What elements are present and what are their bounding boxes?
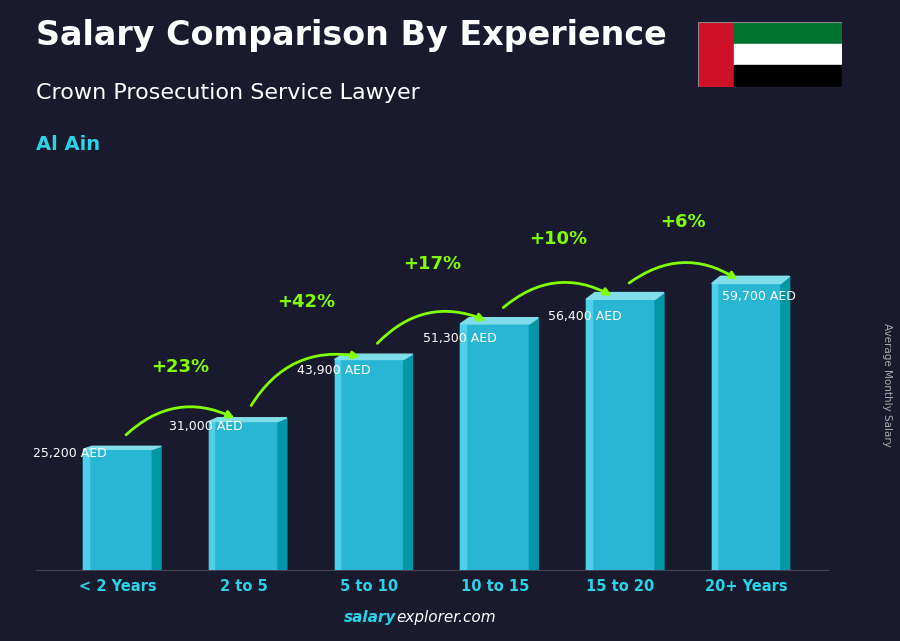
Bar — [335, 360, 340, 570]
FancyArrowPatch shape — [377, 312, 483, 344]
Text: 25,200 AED: 25,200 AED — [33, 447, 107, 460]
Polygon shape — [209, 418, 287, 422]
Bar — [734, 44, 842, 65]
Polygon shape — [655, 292, 664, 570]
Text: Average Monthly Salary: Average Monthly Salary — [881, 322, 892, 447]
Polygon shape — [404, 354, 412, 570]
Text: 31,000 AED: 31,000 AED — [169, 420, 243, 433]
FancyArrowPatch shape — [503, 283, 609, 308]
Bar — [712, 283, 781, 570]
Bar — [586, 299, 655, 570]
Bar — [460, 324, 466, 570]
Text: salary: salary — [344, 610, 396, 625]
Bar — [734, 65, 842, 87]
Polygon shape — [335, 354, 412, 360]
Bar — [83, 449, 89, 570]
Text: +23%: +23% — [151, 358, 210, 376]
Text: +17%: +17% — [403, 256, 461, 274]
Bar — [586, 299, 591, 570]
Polygon shape — [529, 318, 538, 570]
Bar — [209, 422, 278, 570]
Polygon shape — [278, 418, 287, 570]
Bar — [460, 324, 529, 570]
Text: 59,700 AED: 59,700 AED — [722, 290, 796, 303]
Bar — [712, 283, 717, 570]
Text: Salary Comparison By Experience: Salary Comparison By Experience — [36, 19, 667, 52]
FancyArrowPatch shape — [629, 263, 735, 283]
Bar — [734, 22, 842, 44]
Polygon shape — [83, 446, 161, 449]
Polygon shape — [152, 446, 161, 570]
FancyArrowPatch shape — [126, 407, 232, 435]
Text: 51,300 AED: 51,300 AED — [423, 332, 497, 345]
Text: +10%: +10% — [528, 229, 587, 247]
Text: Crown Prosecution Service Lawyer: Crown Prosecution Service Lawyer — [36, 83, 420, 103]
Text: explorer.com: explorer.com — [396, 610, 496, 625]
FancyArrowPatch shape — [251, 352, 357, 406]
Bar — [209, 422, 214, 570]
Bar — [335, 360, 404, 570]
Bar — [698, 22, 733, 87]
Text: +6%: +6% — [661, 213, 707, 231]
Polygon shape — [460, 318, 538, 324]
Text: Al Ain: Al Ain — [36, 135, 100, 154]
Text: +42%: +42% — [277, 293, 336, 311]
Polygon shape — [781, 276, 789, 570]
Polygon shape — [586, 292, 664, 299]
Text: 56,400 AED: 56,400 AED — [548, 310, 622, 323]
Polygon shape — [712, 276, 789, 283]
Bar — [83, 449, 152, 570]
Text: 43,900 AED: 43,900 AED — [297, 364, 371, 377]
